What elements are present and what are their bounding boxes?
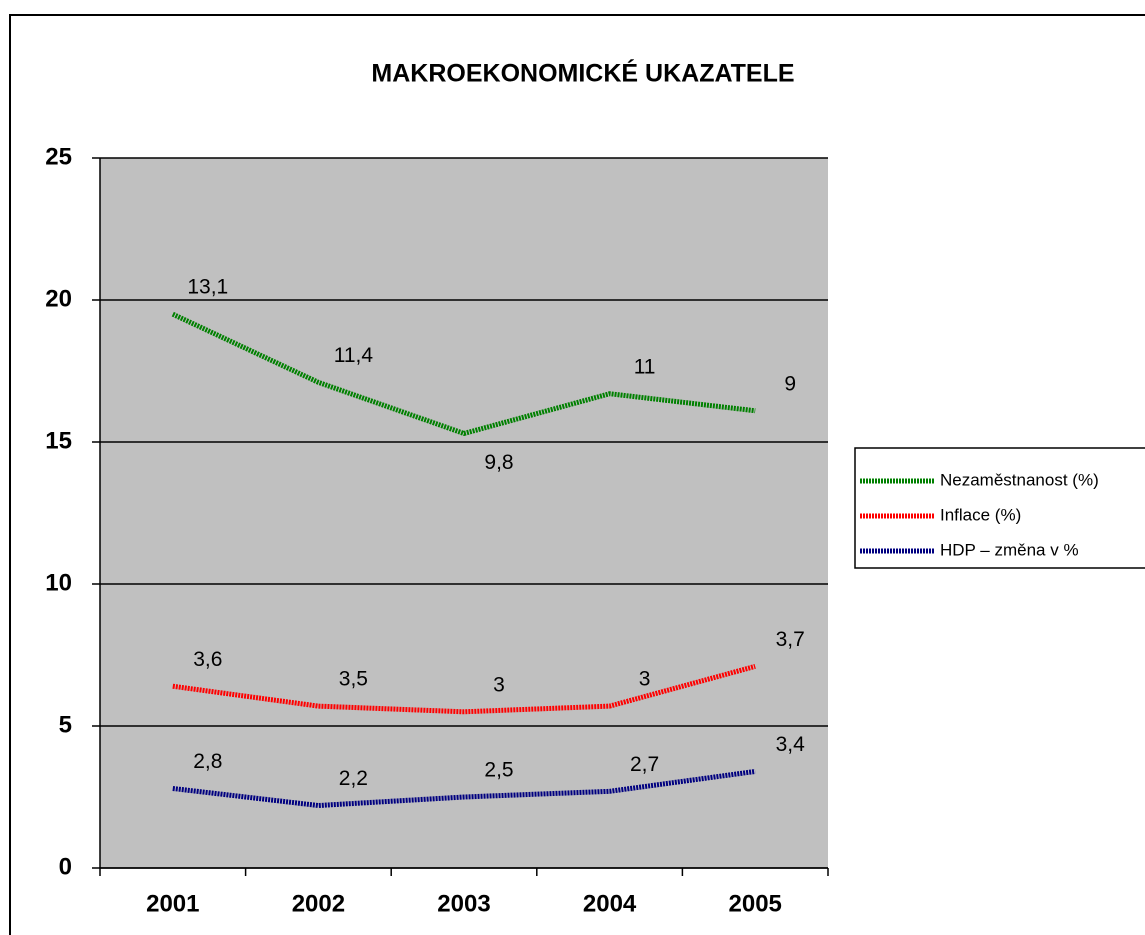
y-tick-label: 15 [45, 427, 72, 454]
legend-label: Nezaměstnanost (%) [940, 470, 1099, 489]
series-line [172, 768, 756, 809]
x-tick-label: 2001 [146, 890, 199, 917]
x-tick-label: 2003 [437, 890, 490, 917]
data-label: 3,6 [193, 648, 222, 671]
data-label: 2,7 [630, 753, 659, 776]
data-label: 9,8 [484, 451, 513, 474]
data-label: 11 [634, 355, 656, 378]
x-tick-label: 2002 [292, 890, 345, 917]
series-line [171, 311, 756, 436]
data-label: 3 [639, 668, 651, 691]
data-label: 11,4 [334, 344, 374, 367]
chart-title: MAKROEKONOMICKÉ UKAZATELE [371, 59, 794, 88]
x-tick-label: 2004 [583, 890, 637, 917]
data-label: 2,2 [339, 767, 368, 790]
plot-area [100, 158, 828, 868]
data-label: 3,4 [776, 733, 806, 756]
data-label: 9 [784, 372, 796, 395]
data-label: 2,8 [193, 750, 222, 773]
y-tick-label: 10 [45, 569, 72, 596]
legend-label: HDP – změna v % [940, 540, 1079, 559]
y-tick-label: 0 [59, 853, 72, 880]
y-tick-label: 20 [45, 285, 72, 312]
data-label: 13,1 [187, 276, 228, 299]
data-label: 3,7 [776, 628, 805, 651]
x-tick-label: 2005 [729, 890, 782, 917]
legend [854, 447, 1145, 569]
series-line [172, 663, 756, 715]
data-label: 3 [493, 673, 505, 696]
y-tick-label: 25 [45, 143, 72, 170]
legend-label: Inflace (%) [940, 505, 1021, 524]
y-tick-label: 5 [59, 711, 72, 738]
data-label: 3,5 [339, 668, 368, 691]
data-label: 2,5 [484, 759, 513, 782]
